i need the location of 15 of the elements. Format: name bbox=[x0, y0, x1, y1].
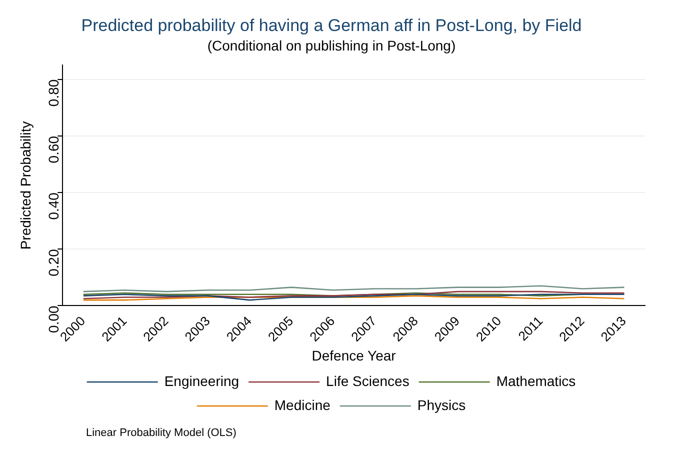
legend-label: Medicine bbox=[274, 396, 331, 413]
y-tick-label: 0.60 bbox=[45, 136, 62, 164]
y-tick-label: 0.80 bbox=[45, 79, 62, 107]
legend-label: Mathematics bbox=[496, 372, 576, 389]
text: Linear Probability Model (OLS) bbox=[86, 427, 238, 439]
y-tick-label: 0.20 bbox=[45, 248, 62, 276]
chart-subtitle: (Conditional on publishing in Post-Long) bbox=[207, 38, 456, 54]
legend-label: Engineering bbox=[164, 372, 240, 389]
chart-title: Predicted probability of having a German aff in Post-Long, by Field bbox=[81, 16, 582, 35]
y-tick-label: 0.00 bbox=[45, 306, 62, 333]
y-tick-label: 0.40 bbox=[45, 192, 62, 220]
legend-label: Life Sciences bbox=[326, 372, 410, 389]
x-axis-title: Defence Year bbox=[312, 347, 396, 364]
legend-label: Physics bbox=[417, 396, 466, 413]
y-axis-title: Predicted Probability bbox=[17, 121, 34, 250]
